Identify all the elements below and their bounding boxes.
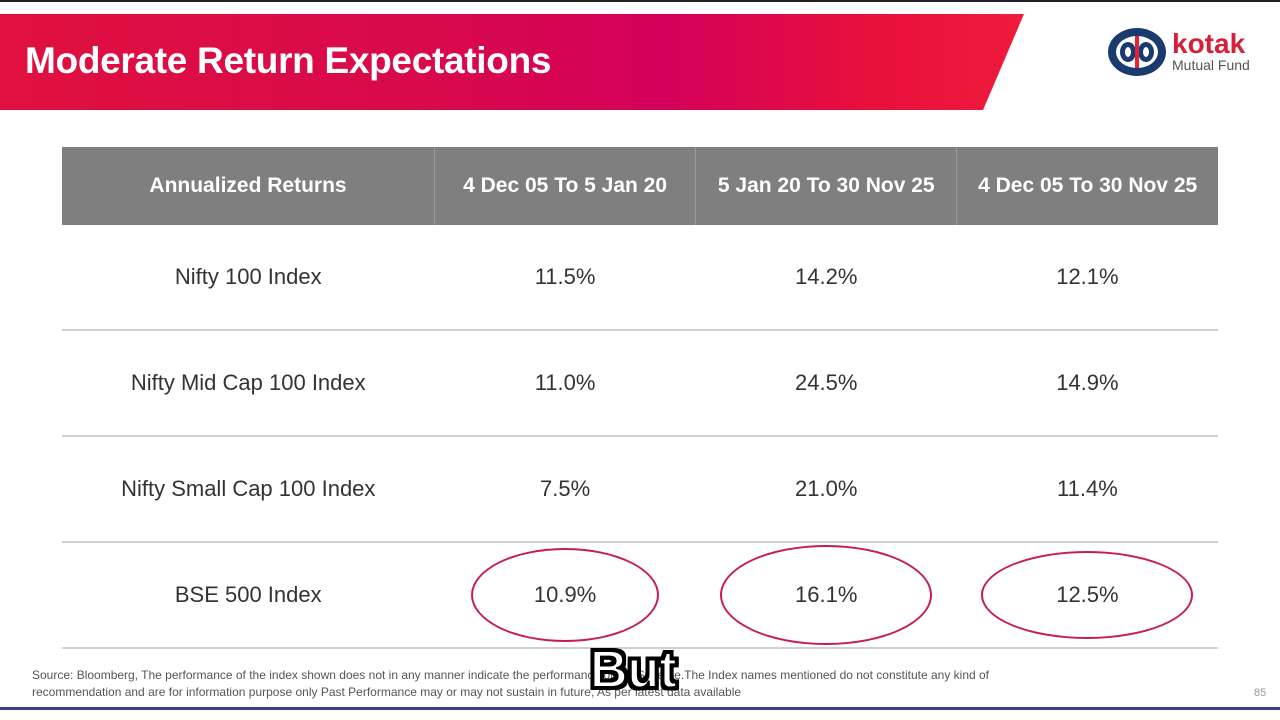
highlight-circle [720, 545, 933, 645]
index-name: Nifty Mid Cap 100 Index [62, 330, 435, 437]
kotak-infinity-icon [1108, 28, 1166, 76]
slide-title: Moderate Return Expectations [25, 40, 552, 81]
return-value: 21.0% [695, 436, 957, 543]
table-header-row: Annualized Returns 4 Dec 05 To 5 Jan 20 … [62, 147, 1218, 225]
return-value: 7.5% [434, 436, 696, 543]
top-border [0, 0, 1280, 2]
header-period-1: 4 Dec 05 To 5 Jan 20 [433, 147, 696, 225]
source-line-2: recommendation and are for information p… [32, 685, 742, 699]
table-row: Nifty Mid Cap 100 Index 11.0% 24.5% 14.9… [62, 330, 1218, 437]
table-row: Nifty 100 Index 11.5% 14.2% 12.1% [62, 225, 1218, 331]
return-value: 11.4% [956, 436, 1218, 543]
logo-subtitle: Mutual Fund [1172, 57, 1250, 73]
header-annualized-returns: Annualized Returns [62, 147, 435, 225]
source-line-1: Source: Bloomberg, The performance of th… [32, 668, 990, 682]
video-caption: But [589, 640, 678, 700]
index-name: Nifty Small Cap 100 Index [62, 436, 435, 543]
kotak-logo: kotak Mutual Fund [1108, 28, 1250, 76]
table-row-highlighted: BSE 500 Index 10.9% 16.1% 12.5% [62, 542, 1218, 649]
highlight-circle [981, 551, 1194, 639]
title-banner [0, 14, 1024, 110]
highlighted-cell: 12.5% [956, 542, 1218, 649]
return-value: 11.0% [434, 330, 696, 437]
return-value: 14.9% [956, 330, 1218, 437]
highlighted-cell: 10.9% [434, 542, 696, 649]
page-number: 85 [1254, 687, 1267, 699]
return-value: 12.1% [956, 225, 1218, 331]
return-value: 14.2% [695, 225, 957, 331]
index-name: BSE 500 Index [62, 542, 435, 649]
header-period-3: 4 Dec 05 To 30 Nov 25 [956, 147, 1218, 225]
source-disclaimer: Source: Bloomberg, The performance of th… [32, 667, 1182, 701]
table-row: Nifty Small Cap 100 Index 7.5% 21.0% 11.… [62, 436, 1218, 543]
index-name: Nifty 100 Index [62, 225, 435, 331]
return-value: 24.5% [695, 330, 957, 437]
returns-table: Annualized Returns 4 Dec 05 To 5 Jan 20 … [62, 147, 1218, 649]
logo-name: kotak [1172, 28, 1246, 59]
return-value: 11.5% [434, 225, 696, 331]
highlight-circle [471, 548, 660, 642]
bottom-border [0, 707, 1280, 710]
header-period-2: 5 Jan 20 To 30 Nov 25 [695, 147, 957, 225]
highlighted-cell: 16.1% [695, 542, 957, 649]
